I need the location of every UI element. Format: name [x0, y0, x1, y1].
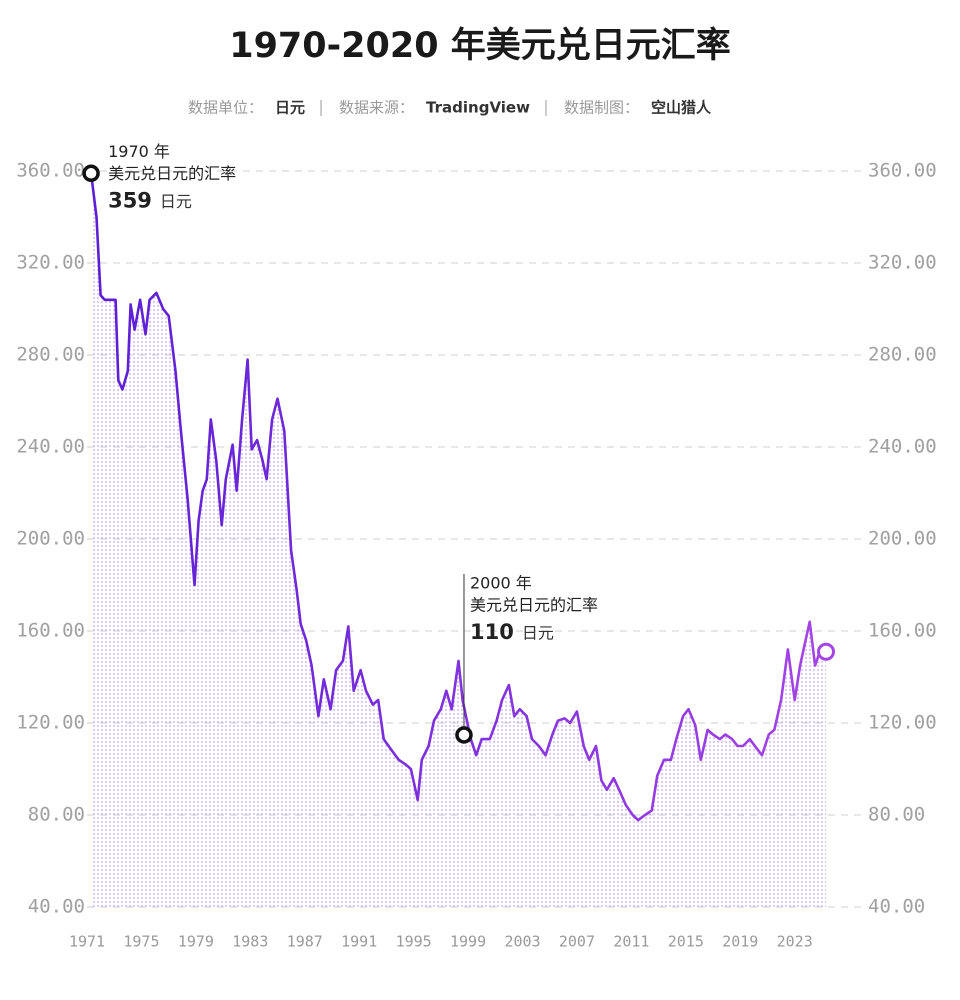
annotation-text: 美元兑日元的汇率: [108, 164, 236, 183]
y2-tick-label: 160.00: [868, 620, 937, 642]
subtitle-value: 日元: [275, 99, 305, 117]
subtitle-value: TradingView: [426, 99, 530, 117]
y2-tick-label: 120.00: [868, 712, 937, 734]
annotation-year: 2000 年: [470, 574, 532, 593]
annotation-value: 110: [470, 620, 514, 644]
x-tick-label: 1991: [341, 933, 377, 951]
subtitle-label: 数据单位：: [188, 99, 263, 117]
x-tick-label: 2019: [722, 933, 758, 951]
y-tick-label: 80.00: [28, 804, 85, 826]
y-tick-label: 40.00: [28, 896, 85, 918]
y-tick-label: 320.00: [16, 252, 85, 274]
chart-title: 1970-2020 年美元兑日元汇率: [229, 26, 731, 66]
y2-tick-label: 200.00: [868, 528, 937, 550]
x-tick-label: 1979: [178, 933, 214, 951]
x-tick-label: 1999: [450, 933, 486, 951]
annotation-text: 美元兑日元的汇率: [470, 596, 598, 615]
x-tick-label: 1971: [69, 933, 105, 951]
y2-tick-label: 240.00: [868, 436, 937, 458]
x-tick-label: 2003: [504, 933, 540, 951]
y-tick-label: 200.00: [16, 528, 85, 550]
area: [91, 173, 826, 908]
y-tick-label: 360.00: [16, 160, 85, 182]
annotation-year: 1970 年: [108, 142, 170, 161]
y2-tick-label: 360.00: [868, 160, 937, 182]
subtitle: 数据单位： 日元 数据来源： TradingView 数据制图： 空山猎人: [188, 99, 712, 117]
line: [89, 173, 827, 822]
annotation-unit: 日元: [160, 192, 192, 211]
subtitle-label: 数据来源：: [339, 99, 414, 117]
y-tick-label: 240.00: [16, 436, 85, 458]
subtitle-value: 空山猎人: [651, 99, 712, 117]
y2-tick-label: 320.00: [868, 252, 937, 274]
x-tick-label: 1995: [396, 933, 432, 951]
annotation-value: 359: [108, 188, 152, 212]
y-tick-label: 280.00: [16, 344, 85, 366]
y-tick-label: 120.00: [16, 712, 85, 734]
x-tick-label: 2015: [668, 933, 704, 951]
annotation-unit: 日元: [522, 624, 554, 643]
y2-tick-label: 80.00: [868, 804, 925, 826]
x-tick-label: 1983: [232, 933, 268, 951]
subtitle-label: 数据制图：: [564, 99, 639, 117]
y2-tick-label: 40.00: [868, 896, 925, 918]
y2-tick-label: 280.00: [868, 344, 937, 366]
annotation-marker: [82, 164, 100, 183]
x-tick-label: 2011: [613, 933, 649, 951]
end-marker: [817, 642, 835, 661]
x-tick-label: 1975: [123, 933, 159, 951]
y-tick-label: 160.00: [16, 620, 85, 642]
annotation-marker: [455, 726, 473, 744]
x-tick-label: 2023: [777, 933, 813, 951]
x-tick-label: 1987: [287, 933, 323, 951]
x-tick-label: 2007: [559, 933, 595, 951]
